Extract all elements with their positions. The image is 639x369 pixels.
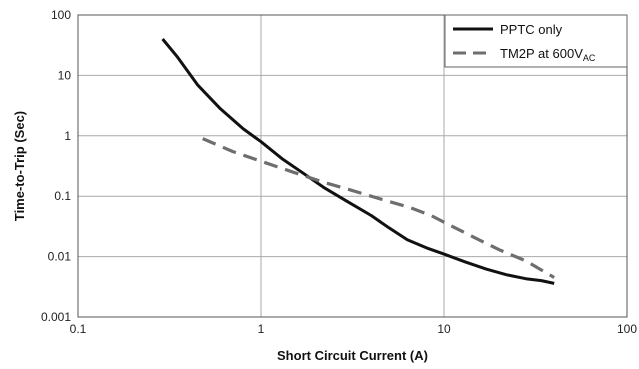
- y-tick-label: 0.01: [48, 250, 72, 264]
- legend-label-tm2p-main: TM2P at 600V: [500, 46, 583, 61]
- x-tick-label: 0.1: [70, 322, 87, 336]
- legend-label-tm2p: TM2P at 600VAC: [500, 46, 596, 63]
- x-axis-title: Short Circuit Current (A): [277, 348, 428, 363]
- plot-border: [77, 14, 628, 318]
- y-tick-label: 1: [64, 129, 71, 143]
- y-tick-label: 0.1: [54, 189, 71, 203]
- legend-label-pptc: PPTC only: [500, 22, 563, 37]
- legend-box: [444, 14, 628, 68]
- legend: PPTC only TM2P at 600VAC: [444, 14, 628, 68]
- series-line-pptc: [161, 38, 555, 285]
- legend-label-tm2p-subscript: AC: [583, 53, 596, 63]
- x-tick-label: 10: [437, 322, 451, 336]
- series-line-tm2p: [202, 137, 556, 279]
- y-axis-title: Time-to-Trip (Sec): [12, 111, 27, 221]
- series-group: [161, 38, 556, 285]
- x-tick-labels: 0.1 1 10 100: [70, 322, 638, 336]
- plot-area-border: [77, 14, 628, 318]
- y-tick-label: 10: [58, 68, 72, 82]
- x-tick-label: 1: [258, 322, 265, 336]
- y-tick-labels: 0.001 0.01 0.1 1 10 100: [41, 8, 71, 324]
- x-tick-label: 100: [617, 322, 637, 336]
- y-tick-label: 0.001: [41, 310, 71, 324]
- y-tick-label: 100: [51, 8, 71, 22]
